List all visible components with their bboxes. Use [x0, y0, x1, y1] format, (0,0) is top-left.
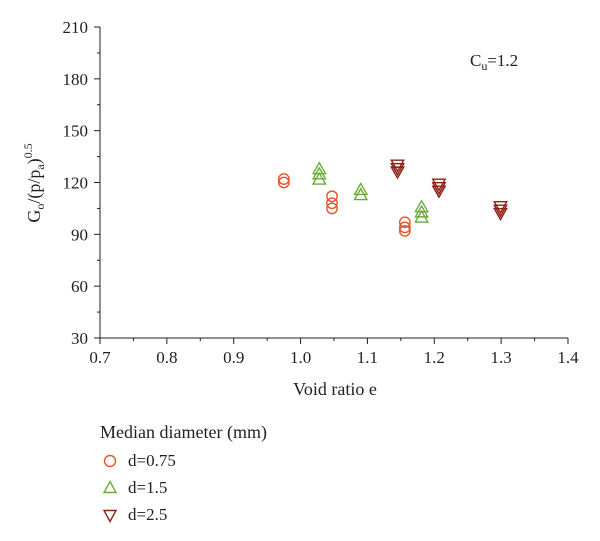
cu-annotation-sub: u	[481, 59, 487, 73]
y-axis-title-mid: /(p/p	[24, 170, 45, 204]
triangle-down-point	[431, 181, 447, 196]
triangle-down-point	[431, 178, 447, 192]
x-tick-label: 1.4	[557, 348, 579, 367]
x-axis-title: Void ratio e	[293, 379, 377, 399]
y-axis-title-sub2: a	[33, 164, 47, 170]
circle-point	[277, 176, 290, 189]
triangle-down-marker-icon	[102, 509, 118, 523]
y-axis-title: Go/(p/pa)0.5	[21, 143, 47, 222]
x-tick-label: 1.0	[290, 348, 311, 367]
x-tick-label: 1.2	[424, 348, 445, 367]
triangle-down-point	[390, 166, 405, 180]
legend-item-d15: d=1.5	[100, 474, 267, 501]
triangle-up-point	[311, 166, 327, 180]
triangle-up-point	[414, 204, 429, 218]
y-tick-label: 60	[71, 277, 88, 296]
triangle-down-point	[493, 207, 508, 222]
circle-point	[326, 197, 338, 210]
y-axis-title-base: G	[24, 210, 44, 223]
x-tick-label: 0.8	[156, 348, 177, 367]
circle-marker-icon	[103, 454, 117, 467]
legend-label: d=0.75	[128, 450, 176, 470]
y-tick-label: 210	[63, 18, 89, 37]
circle-point	[398, 221, 411, 234]
triangle-down-point	[493, 204, 508, 218]
axes: 0.7 0.8 0.9 1.0 1.1 1.2 1.3 1.4 30 60 90 120 150 180 2…	[63, 18, 580, 367]
cu-annotation-base: C	[470, 51, 481, 70]
triangle-up-point	[414, 209, 429, 223]
cu-annotation: Cu=1.2	[470, 51, 518, 73]
y-axis-title-sup: 0.5	[21, 143, 35, 158]
y-tick-label: 30	[71, 329, 88, 348]
y-axis-title-sub1: o	[33, 204, 47, 210]
triangle-up-point	[353, 181, 369, 196]
triangle-down-point	[390, 162, 405, 177]
y-tick-label: 120	[63, 174, 89, 193]
circle-point	[277, 173, 290, 185]
y-axis-title-close: )	[24, 158, 45, 164]
circle-point	[326, 202, 338, 215]
legend-item-d075: d=0.75	[100, 447, 267, 474]
x-tick-label: 0.7	[89, 348, 111, 367]
triangle-down-point	[390, 159, 405, 173]
triangle-up-marker-icon	[102, 479, 118, 493]
y-tick-label: 180	[63, 70, 89, 89]
triangle-down-point	[493, 200, 508, 215]
cu-annotation-rest: =1.2	[487, 51, 518, 70]
y-tick-label: 90	[71, 225, 88, 244]
triangle-up-point	[353, 187, 369, 201]
circle-point	[398, 216, 411, 229]
legend: Median diameter (mm) d=0.75 d=1.5 d=2.5	[100, 422, 267, 528]
legend-label: d=2.5	[128, 504, 168, 524]
triangle-up-point	[311, 171, 327, 185]
legend-title: Median diameter (mm)	[100, 422, 267, 442]
y-tick-label: 150	[63, 122, 89, 141]
circle-point	[398, 224, 411, 237]
x-tick-label: 0.9	[223, 348, 244, 367]
triangle-down-point	[431, 185, 447, 199]
x-tick-label: 1.1	[357, 348, 378, 367]
scatter-chart: 0.7 0.8 0.9 1.0 1.1 1.2 1.3 1.4 30 60 90 120 150 180 2…	[21, 18, 580, 399]
circle-point	[326, 190, 338, 203]
data-points	[277, 159, 508, 237]
legend-item-d25: d=2.5	[100, 501, 267, 528]
legend-label: d=1.5	[128, 477, 168, 497]
x-tick-label: 1.3	[491, 348, 512, 367]
